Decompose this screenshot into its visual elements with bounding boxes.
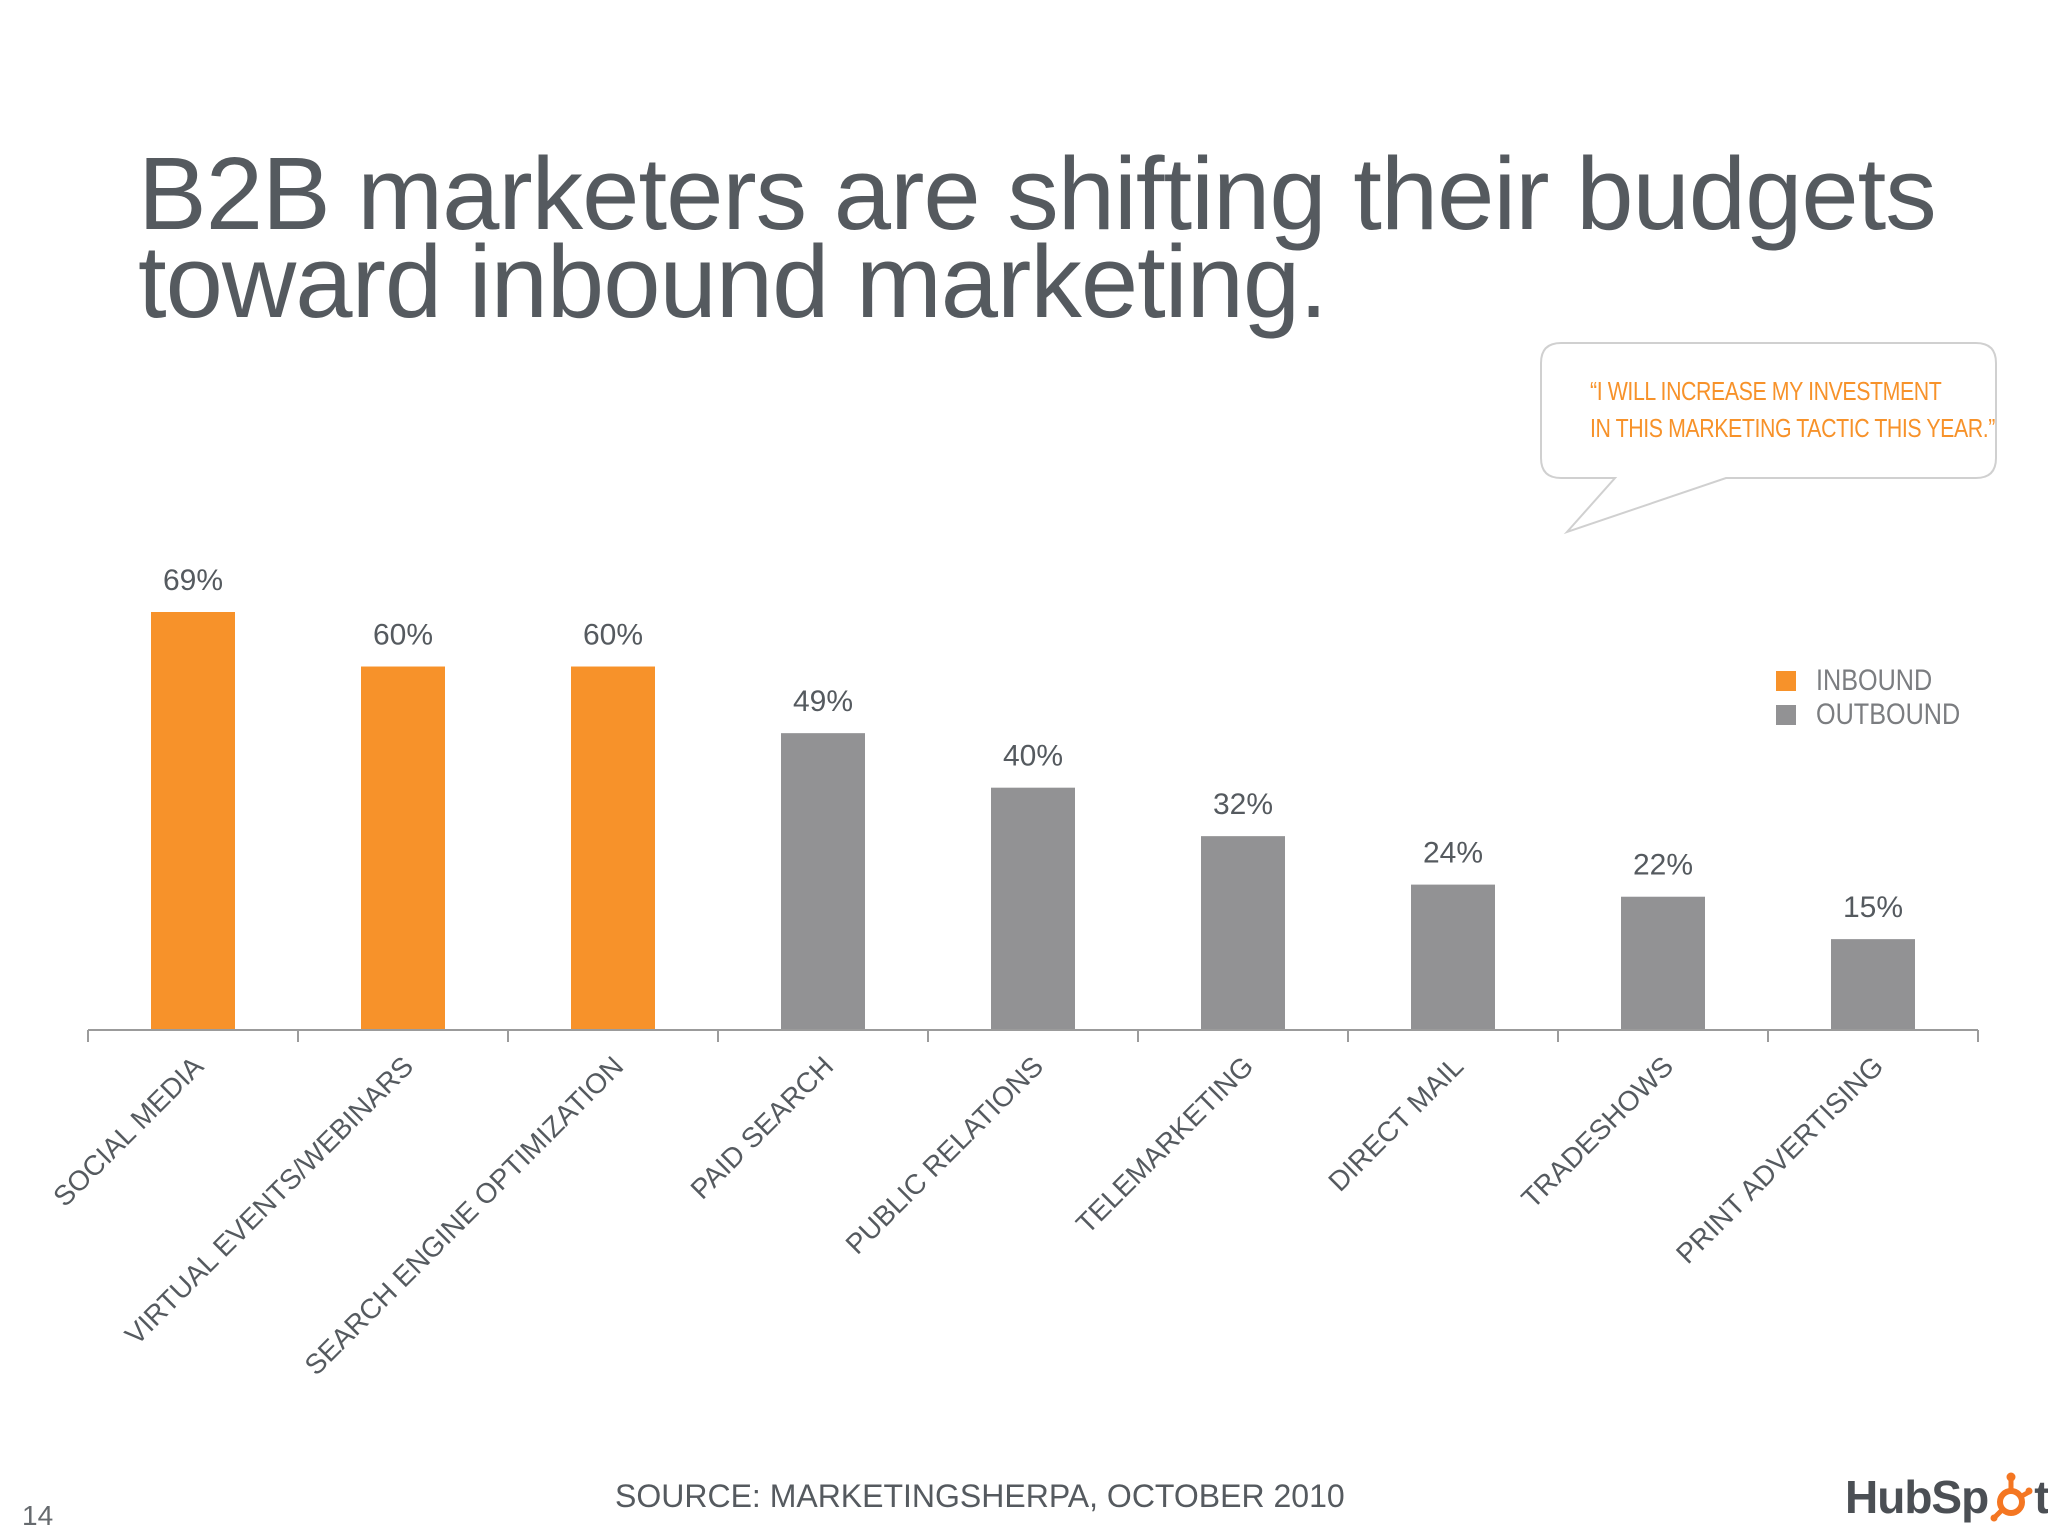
- hubspot-logo: HubSp t: [1845, 1462, 2048, 1532]
- legend-label-outbound: OUTBOUND: [1816, 698, 1961, 731]
- category-label: PRINT ADVERTISING: [1670, 1050, 1889, 1269]
- bar-paid-search: [781, 733, 865, 1030]
- data-label: 15%: [1843, 891, 1903, 924]
- category-label: DIRECT MAIL: [1322, 1050, 1469, 1197]
- category-label: PAID SEARCH: [685, 1050, 840, 1205]
- category-label: PUBLIC RELATIONS: [840, 1050, 1050, 1260]
- data-label: 49%: [793, 685, 853, 718]
- logo-text-after: t: [2034, 1471, 2048, 1523]
- data-labels: 69% 60% 60% 49% 40% 32% 24% 22% 15%: [163, 564, 1903, 924]
- data-label: 22%: [1633, 849, 1693, 882]
- legend: INBOUND OUTBOUND: [1776, 664, 1988, 732]
- legend-swatch-outbound: [1776, 705, 1796, 725]
- bar-virtual-events-webinars: [361, 666, 445, 1030]
- callout-bubble: [1540, 342, 1997, 535]
- bars-layer: [151, 612, 1915, 1030]
- bar-telemarketing: [1201, 836, 1285, 1030]
- page-title: B2B marketers are shifting their budgets…: [138, 136, 1998, 339]
- title-line-2: toward inbound marketing.: [138, 224, 1328, 339]
- page-number: 14: [22, 1500, 54, 1531]
- data-label: 32%: [1213, 788, 1273, 821]
- source-note: SOURCE: MARKETINGSHERPA, OCTOBER 2010: [615, 1478, 1345, 1514]
- category-label: TRADESHOWS: [1515, 1050, 1679, 1214]
- data-label: 69%: [163, 564, 223, 597]
- legend-item-inbound: INBOUND: [1776, 664, 1988, 698]
- logo-text-before: HubSp: [1845, 1471, 1989, 1523]
- data-label: 40%: [1003, 740, 1063, 773]
- bar-public-relations: [991, 787, 1075, 1030]
- bar-social-media: [151, 612, 235, 1030]
- legend-item-outbound: OUTBOUND: [1776, 698, 1988, 732]
- category-label: TELEMARKETING: [1070, 1050, 1259, 1239]
- bar-direct-mail: [1411, 884, 1495, 1030]
- hubspot-sprocket-icon: [1990, 1472, 2033, 1522]
- legend-swatch-inbound: [1776, 671, 1796, 691]
- legend-label-inbound: INBOUND: [1816, 664, 1933, 697]
- bar-print-advertising: [1831, 939, 1915, 1030]
- callout-text: “I WILL INCREASE MY INVESTMENT IN THIS M…: [1590, 373, 2000, 447]
- x-axis: [87, 1029, 1979, 1042]
- bar-search-engine-optimization: [571, 666, 655, 1030]
- callout-line-1: “I WILL INCREASE MY INVESTMENT: [1590, 376, 1942, 406]
- bar-tradeshows: [1621, 896, 1705, 1030]
- callout-line-2: IN THIS MARKETING TACTIC THIS YEAR.”: [1590, 413, 1995, 443]
- data-label: 24%: [1423, 837, 1483, 870]
- title-line-1: B2B marketers are shifting their budgets: [138, 136, 1937, 251]
- data-label: 60%: [583, 619, 643, 652]
- data-label: 60%: [373, 619, 433, 652]
- category-label: SOCIAL MEDIA: [47, 1050, 209, 1212]
